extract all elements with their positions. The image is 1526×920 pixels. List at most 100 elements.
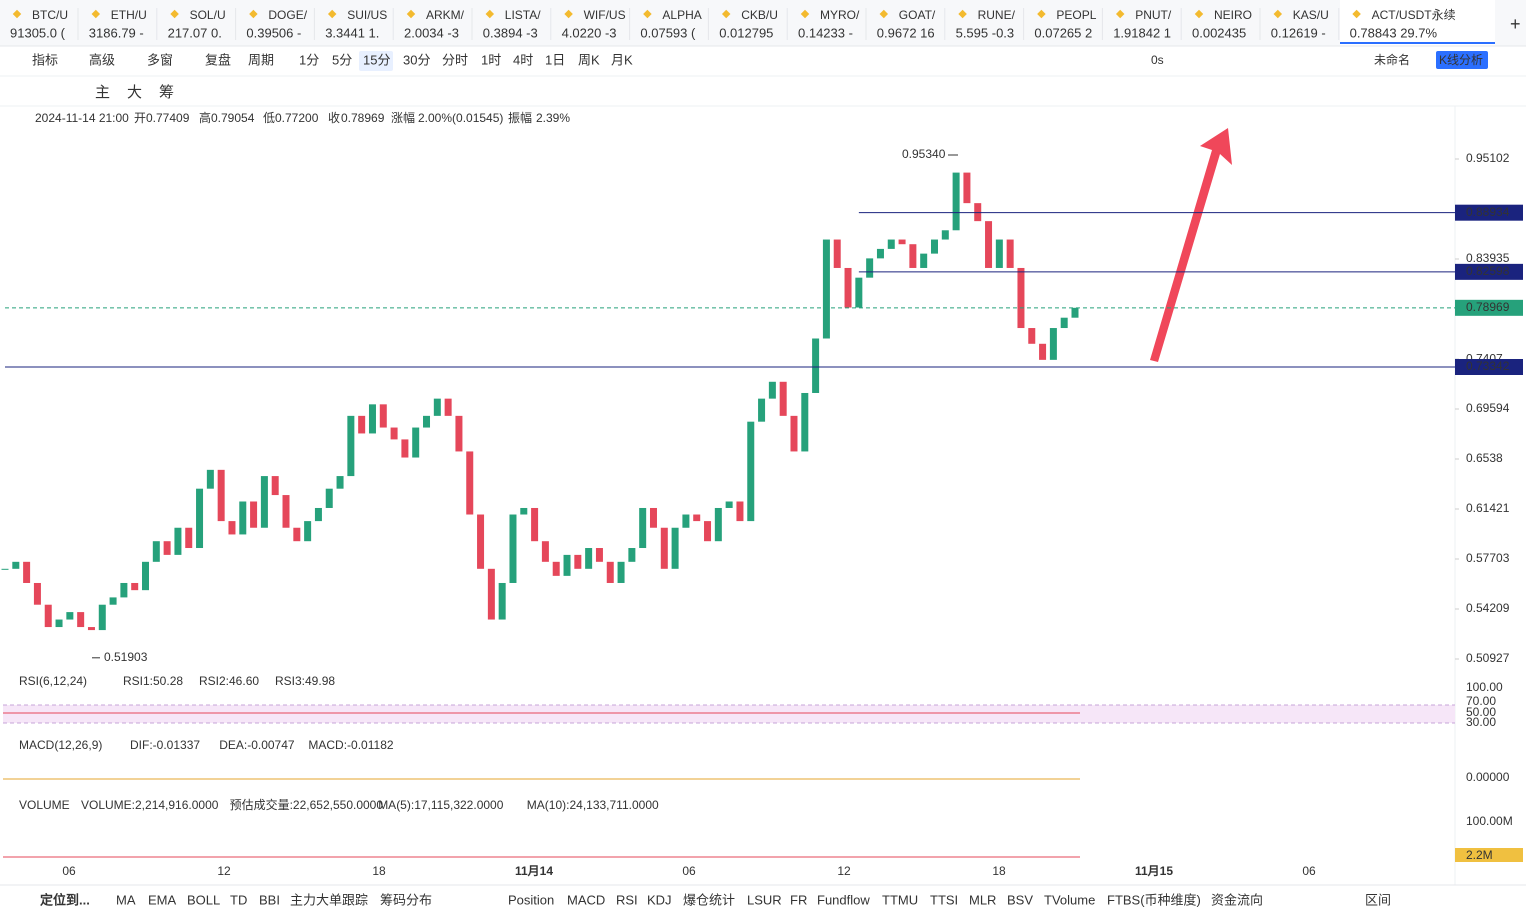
ticker-name[interactable]: PNUT/ (1135, 8, 1172, 22)
period[interactable]: 15分 (363, 52, 390, 67)
candle-body (466, 451, 474, 515)
bottom-item[interactable]: BBI (259, 892, 280, 907)
ticker-name[interactable]: NEIRO (1214, 8, 1252, 22)
bottom-item[interactable]: KDJ (647, 892, 672, 907)
candle-body (66, 612, 74, 620)
bottom-item[interactable]: MA (116, 892, 136, 907)
bottom-item[interactable]: MACD (567, 892, 605, 907)
bottom-item[interactable]: FTBS(币种维度) (1107, 892, 1201, 907)
candle-body (639, 507, 647, 549)
ticker-name[interactable]: BTC/U (32, 8, 68, 22)
ticker-price[interactable]: 91305.0 ( (10, 25, 66, 40)
bottom-item[interactable]: FR (790, 892, 807, 907)
ticker-price[interactable]: 0.12619 - (1271, 25, 1326, 40)
ticker-price[interactable]: 0.39506 - (246, 25, 301, 40)
bottom-item[interactable]: 主力大单跟踪 (290, 892, 368, 907)
level-label: 0.73342 (1466, 359, 1510, 373)
period[interactable]: 30分 (403, 52, 430, 67)
ticker-name[interactable]: SOL/U (190, 8, 226, 22)
period[interactable]: 1时 (481, 52, 501, 67)
toolbar-item[interactable]: 复盘 (205, 52, 231, 67)
bottom-item[interactable]: TVolume (1044, 892, 1095, 907)
info-time: 2024-11-14 21:00 (35, 111, 129, 125)
bottom-item[interactable]: 资金流向 (1211, 892, 1263, 907)
macd-tick: 0.00000 (1466, 770, 1510, 784)
bottom-item[interactable]: RSI (616, 892, 638, 907)
ticker-price[interactable]: 0.3894 -3 (483, 25, 538, 40)
toolbar-item[interactable]: 多窗 (147, 52, 173, 67)
macd-value: DEA:-0.00747 (219, 738, 295, 752)
bottom-item[interactable]: 爆仓统计 (683, 892, 735, 907)
ticker-name[interactable]: ARKM/ (426, 8, 465, 22)
ticker-name[interactable]: SUI/US (347, 8, 387, 22)
ticker-price[interactable]: 0.07593 ( (640, 25, 696, 40)
ticker-name[interactable]: MYRO/ (820, 8, 860, 22)
period[interactable]: 月K (611, 52, 633, 67)
bottom-item[interactable]: Fundflow (817, 892, 870, 907)
candle-body (779, 381, 787, 416)
ticker-price[interactable]: 3186.79 - (89, 25, 144, 40)
ticker-name[interactable]: PEOPL (1056, 8, 1096, 22)
ticker-price[interactable]: 0.9672 16 (877, 25, 935, 40)
toolbar-item[interactable]: 高级 (89, 52, 115, 67)
bottom-item[interactable]: Position (508, 892, 554, 907)
bottom-item[interactable]: LSUR (747, 892, 782, 907)
bottom-item[interactable]: 筹码分布 (380, 892, 432, 907)
ticker-name[interactable]: GOAT/ (899, 8, 936, 22)
period[interactable]: 4时 (513, 52, 533, 67)
ticker-name[interactable]: KAS/U (1293, 8, 1329, 22)
ticker-price[interactable]: 2.0034 -3 (404, 25, 459, 40)
period[interactable]: 分时 (442, 52, 468, 67)
bottom-item[interactable]: 区间 (1365, 892, 1391, 907)
tool[interactable]: 筹 (159, 84, 174, 101)
bottom-item[interactable]: BOLL (187, 892, 220, 907)
rsi-tick: 70.00 (1466, 694, 1496, 708)
ticker-price[interactable]: 3.3441 1. (325, 25, 379, 40)
candle-body (628, 548, 636, 562)
ticker-price[interactable]: 217.07 0. (168, 25, 222, 40)
toolbar-right[interactable]: K线分析 (1439, 53, 1483, 67)
tool[interactable]: 大 (127, 84, 142, 101)
ticker-price[interactable]: 1.91842 1 (1113, 25, 1171, 40)
ticker-name[interactable]: ACT/USDT永续 (1372, 8, 1456, 22)
bottom-item[interactable]: TTMU (882, 892, 918, 907)
candle-body (606, 561, 614, 583)
toolbar-right[interactable]: 未命名 (1374, 52, 1410, 67)
bottom-item[interactable]: TD (230, 892, 247, 907)
x-label: 12 (217, 864, 231, 878)
candle-body (455, 415, 463, 452)
ticker-name[interactable]: ALPHA (662, 8, 701, 22)
ticker-name[interactable]: RUNE/ (978, 8, 1016, 22)
tool[interactable]: 主 (95, 84, 110, 101)
candle-body (282, 495, 290, 528)
period[interactable]: 周K (578, 52, 600, 67)
ticker-name[interactable]: ETH/U (111, 8, 147, 22)
ticker-price[interactable]: 0.07265 2 (1034, 25, 1092, 40)
ticker-price[interactable]: 0.78843 29.7% (1350, 25, 1438, 40)
period[interactable]: 5分 (332, 52, 352, 67)
toolbar-right[interactable]: 0s (1151, 53, 1164, 67)
ticker-name[interactable]: WIF/US (584, 8, 626, 22)
add-tab[interactable]: + (1510, 14, 1521, 34)
candle-body (909, 244, 917, 268)
bottom-item[interactable]: TTSI (930, 892, 958, 907)
bottom-item[interactable]: MLR (969, 892, 996, 907)
ticker-name[interactable]: LISTA/ (505, 8, 541, 22)
period[interactable]: 1日 (545, 52, 565, 67)
period[interactable]: 1分 (299, 52, 319, 67)
bottom-item[interactable]: 定位到... (39, 892, 90, 907)
ticker-price[interactable]: 0.012795 (719, 25, 773, 40)
ticker-name[interactable]: CKB/U (741, 8, 778, 22)
analysis-button[interactable] (1436, 51, 1488, 69)
bottom-item[interactable]: BSV (1007, 892, 1033, 907)
candle-body (379, 404, 387, 428)
rsi-value: RSI1:50.28 (123, 674, 183, 688)
ticker-name[interactable]: DOGE/ (268, 8, 307, 22)
toolbar-item[interactable]: 周期 (248, 52, 274, 67)
ticker-price[interactable]: 0.14233 - (798, 25, 853, 40)
ticker-price[interactable]: 0.002435 (1192, 25, 1246, 40)
ticker-price[interactable]: 5.595 -0.3 (956, 25, 1015, 40)
bottom-item[interactable]: EMA (148, 892, 177, 907)
toolbar-item[interactable]: 指标 (32, 52, 58, 67)
ticker-price[interactable]: 4.0220 -3 (562, 25, 617, 40)
